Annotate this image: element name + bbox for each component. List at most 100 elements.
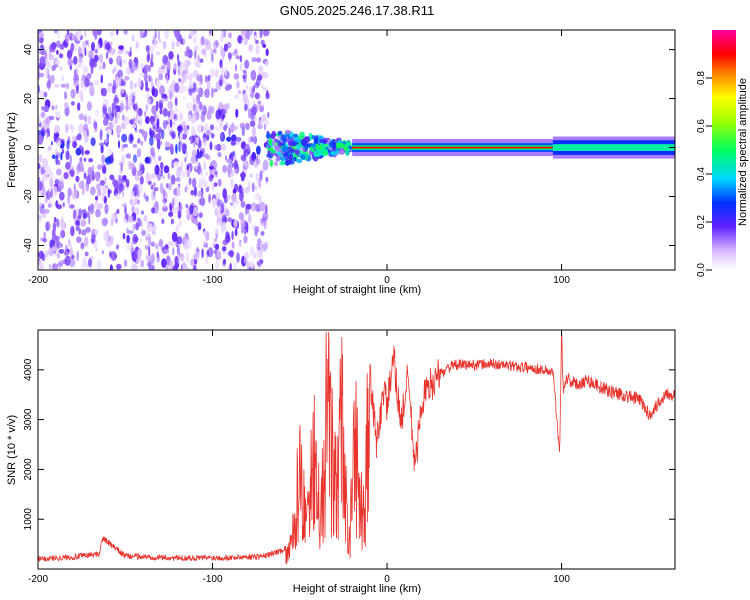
noise-blob xyxy=(245,203,252,210)
noise-blob xyxy=(208,30,212,36)
noise-blob xyxy=(196,165,202,175)
noise-blob xyxy=(116,209,120,214)
noise-blob xyxy=(67,194,71,205)
noise-blob xyxy=(54,124,61,136)
noise-blob xyxy=(127,215,134,224)
noise-blob xyxy=(147,235,152,246)
noise-blob xyxy=(47,198,53,204)
noise-blob xyxy=(177,53,180,62)
noise-blob xyxy=(152,88,159,98)
noise-blob xyxy=(78,89,83,100)
noise-blob xyxy=(95,109,99,117)
noise-blob xyxy=(93,80,99,86)
transition-blob xyxy=(265,133,272,139)
noise-blob xyxy=(59,43,65,50)
noise-blob xyxy=(123,48,127,54)
noise-blob xyxy=(125,153,131,159)
noise-blob xyxy=(139,63,144,69)
noise-blob xyxy=(112,68,115,75)
noise-blob xyxy=(200,36,205,46)
noise-blob xyxy=(214,227,218,234)
transition-blob xyxy=(269,159,274,168)
noise-blob xyxy=(50,187,53,199)
noise-blob xyxy=(110,218,114,227)
noise-blob xyxy=(213,237,218,243)
noise-blob xyxy=(148,75,152,83)
noise-blob xyxy=(195,61,201,68)
noise-blob xyxy=(151,105,158,115)
noise-blob xyxy=(209,174,214,182)
x-tick-label: 100 xyxy=(553,574,570,585)
noise-blob xyxy=(215,259,220,269)
noise-blob xyxy=(52,263,55,269)
noise-blob xyxy=(131,206,135,213)
noise-blob xyxy=(85,185,90,192)
noise-blob xyxy=(150,77,154,89)
noise-blob xyxy=(38,37,42,44)
noise-blob xyxy=(226,136,232,142)
noise-blob xyxy=(137,78,142,88)
noise-blob xyxy=(187,60,191,66)
noise-blob xyxy=(178,204,183,212)
noise-blob xyxy=(105,51,109,60)
noise-blob xyxy=(149,135,154,146)
x-tick-label: -100 xyxy=(203,574,223,585)
noise-blob xyxy=(58,248,65,254)
noise-blob xyxy=(115,124,122,135)
noise-blob xyxy=(250,111,255,121)
noise-blob xyxy=(197,190,203,198)
noise-blob xyxy=(99,180,105,186)
noise-blob xyxy=(244,59,250,69)
noise-blob xyxy=(166,74,169,85)
y-tick-label: 40 xyxy=(23,44,34,56)
noise-blob xyxy=(263,220,267,230)
noise-blob xyxy=(161,258,167,268)
noise-blob xyxy=(132,64,135,70)
noise-blob xyxy=(133,184,139,190)
noise-blob xyxy=(134,197,138,206)
noise-blob xyxy=(181,133,188,140)
transition-blob xyxy=(300,155,306,160)
x-tick-label: -200 xyxy=(28,275,48,286)
noise-blob xyxy=(196,74,202,82)
noise-blob xyxy=(57,262,63,267)
noise-blob xyxy=(201,176,206,187)
noise-blob xyxy=(143,192,146,200)
noise-blob xyxy=(167,116,170,123)
noise-blob xyxy=(45,164,51,176)
noise-blob xyxy=(232,125,238,131)
noise-blob xyxy=(233,219,238,228)
noise-blob xyxy=(170,218,175,225)
snr-frame xyxy=(37,329,676,570)
noise-blob xyxy=(137,249,141,261)
colorbar-tick-label: 0.8 xyxy=(696,71,707,85)
noise-blob xyxy=(188,102,194,111)
noise-blob xyxy=(132,154,138,163)
noise-blob xyxy=(45,117,49,125)
noise-blob xyxy=(90,137,96,147)
noise-blob xyxy=(131,240,134,249)
noise-blob xyxy=(102,165,107,174)
noise-blob xyxy=(38,114,41,125)
noise-blob xyxy=(174,262,180,269)
noise-blob xyxy=(122,114,125,121)
noise-blob xyxy=(56,243,59,250)
noise-blob xyxy=(235,108,239,118)
noise-blob xyxy=(198,212,203,218)
noise-blob xyxy=(175,143,178,154)
noise-blob xyxy=(227,32,233,39)
noise-blob xyxy=(233,73,240,80)
noise-blob xyxy=(183,124,186,135)
noise-blob xyxy=(119,87,122,98)
noise-blob xyxy=(227,217,233,223)
colorbar-tick-label: 0.6 xyxy=(696,119,707,133)
noise-blob xyxy=(154,30,157,40)
noise-blob xyxy=(124,93,129,100)
noise-blob xyxy=(40,166,45,175)
transition-blob xyxy=(324,150,328,155)
noise-blob xyxy=(86,128,89,138)
noise-blob xyxy=(231,241,235,249)
noise-blob xyxy=(183,242,189,250)
transition-blob xyxy=(313,149,321,158)
